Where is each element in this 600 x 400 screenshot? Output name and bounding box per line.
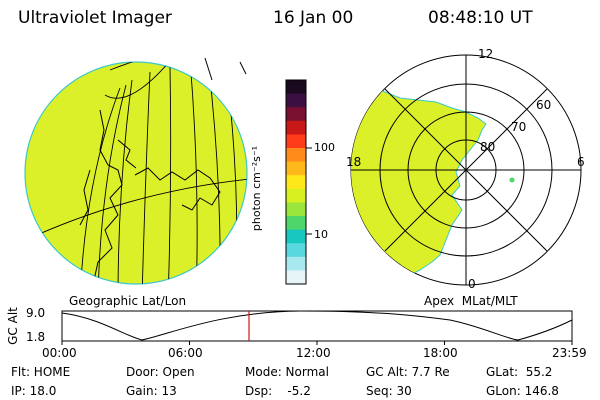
status-dsp: Dsp: -5.2 [245, 384, 311, 398]
mlt-label-6: 6 [577, 155, 585, 169]
status-mode: Mode: Normal [245, 365, 329, 379]
polar-aurora-image [351, 87, 487, 281]
altitude-xtick-0600: 06:00 [168, 346, 203, 360]
altitude-ytick-9: 9.0 [26, 306, 46, 320]
instrument-title: Ultraviolet Imager [18, 8, 172, 28]
colorbar-tick-10: 10 [314, 228, 328, 241]
time-label: 08:48:10 UT [428, 8, 533, 28]
status-seq: Seq: 30 [366, 384, 412, 398]
geographic-image-disk [24, 61, 248, 285]
altitude-ylabel: GC Alt [5, 307, 20, 345]
colorbar-tick-100: 100 [314, 141, 335, 154]
altitude-ytick-1-8: 1.8 [26, 330, 46, 344]
colorbar-segment [286, 107, 306, 122]
colorbar-segment [286, 161, 306, 176]
colorbar [285, 79, 312, 285]
altitude-xtick-1800: 18:00 [423, 346, 458, 360]
colorbar-segment [286, 243, 306, 258]
geographic-caption: Geographic Lat/Lon [69, 294, 187, 308]
altitude-xtick-2359: 23:59 [552, 346, 587, 360]
colorbar-segment [286, 270, 306, 285]
colorbar-unit-label: photon cm⁻²s⁻¹ [250, 145, 264, 232]
colorbar-segment [286, 216, 306, 231]
colorbar-segment [286, 120, 306, 135]
status-gc-alt: GC Alt: 7.7 Re [366, 365, 450, 379]
colorbar-segment [286, 175, 306, 190]
status-door: Door: Open [126, 365, 195, 379]
colorbar-segment [286, 188, 306, 203]
colorbar-segment [286, 134, 306, 149]
altitude-plot [61, 310, 573, 345]
mlat-label-70: 70 [511, 120, 527, 134]
status-glon: GLon: 146.8 [486, 384, 559, 398]
aurora-spot [509, 177, 515, 183]
status-ip: IP: 18.0 [11, 384, 57, 398]
polar-grid [351, 55, 581, 285]
mlt-label-0: 0 [468, 277, 476, 291]
date-label: 16 Jan 00 [273, 8, 354, 28]
colorbar-segment [286, 256, 306, 271]
mlat-label-80: 80 [480, 140, 496, 154]
colorbar-segment [286, 229, 306, 244]
status-glat: GLat: 55.2 [486, 365, 553, 379]
colorbar-segment [286, 80, 306, 95]
altitude-xtick-0000: 00:00 [42, 346, 77, 360]
apex-caption: Apex MLat/MLT [424, 294, 518, 308]
polar-map [350, 54, 582, 286]
altitude-xtick-1200: 12:00 [296, 346, 331, 360]
geographic-map [24, 57, 248, 285]
status-gain: Gain: 13 [126, 384, 177, 398]
altitude-curve [61, 310, 573, 341]
colorbar-segment [286, 93, 306, 108]
status-flt: Flt: HOME [11, 365, 71, 379]
colorbar-segment [286, 148, 306, 163]
mlt-label-18: 18 [346, 155, 362, 169]
colorbar-segment [286, 202, 306, 217]
mlat-label-60: 60 [536, 98, 552, 112]
mlt-label-12: 12 [478, 47, 494, 61]
